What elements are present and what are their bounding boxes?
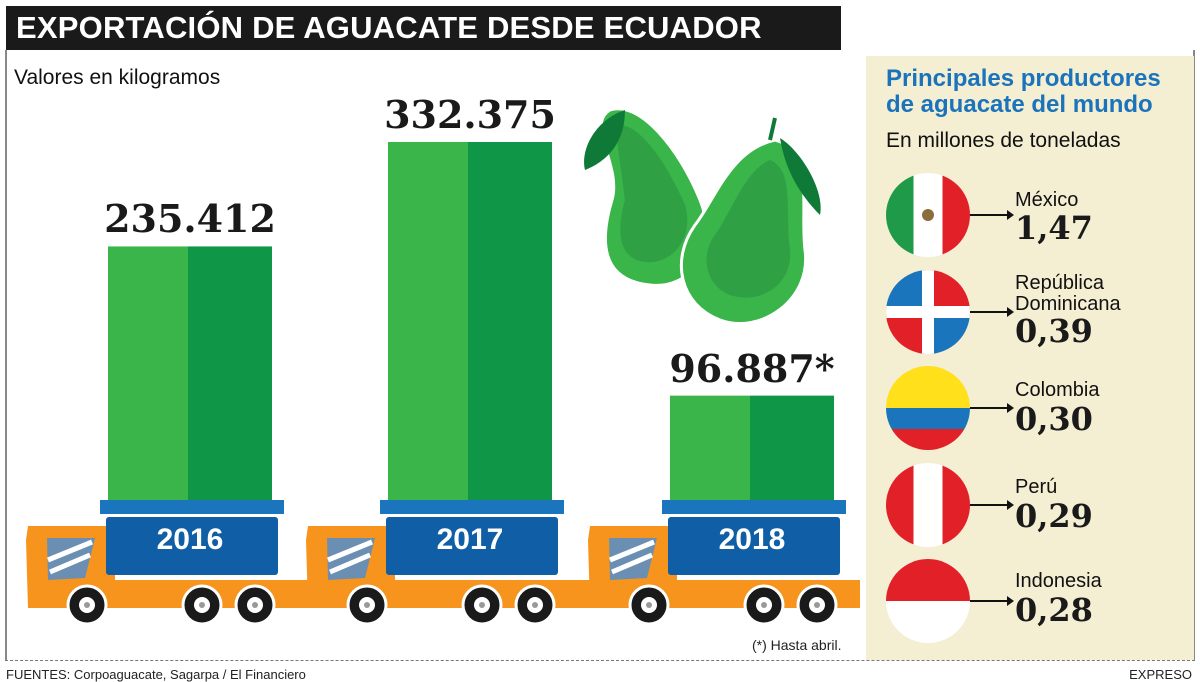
panel-title-line2: de aguacate del mundo [886, 91, 1153, 118]
producer-name: Colombia [1015, 379, 1100, 401]
panel-title: Principales productores de aguacate del … [886, 66, 1161, 118]
frame [5, 50, 1195, 660]
divider [5, 660, 1195, 661]
truck-box [106, 517, 278, 575]
producers-panel: Principales productores de aguacate del … [866, 56, 1194, 660]
producer-name: Indonesia [1015, 570, 1102, 592]
wheel-center-icon [364, 602, 370, 608]
producer-indonesia: Indonesia 0,28 [866, 559, 1194, 649]
wheel-center-icon [199, 602, 205, 608]
footnote: (*) Hasta abril. [752, 637, 842, 653]
name-line1: República [1015, 272, 1104, 294]
chart-svg [26, 107, 860, 626]
arrow-icon [970, 596, 1014, 606]
wheel-center-icon [761, 602, 767, 608]
producer-dominican-republic: República Dominicana 0,39 [866, 270, 1194, 360]
name-line2: Dominicana [1015, 293, 1121, 315]
bar-2016-light [108, 246, 188, 500]
bar-2018-dark [750, 395, 834, 500]
data-label: 235.412 [104, 196, 276, 242]
wheel-center-icon [84, 602, 90, 608]
panel-title-line1: Principales productores [886, 65, 1161, 92]
truck-lid [100, 500, 284, 514]
wheel-center-icon [532, 602, 538, 608]
wheel-center-icon [814, 602, 820, 608]
bar-2017-light [388, 142, 468, 500]
window-shine-icon [327, 539, 373, 575]
bar-2016-dark [188, 246, 272, 500]
category-label: 2016 [156, 523, 224, 556]
page-title: EXPORTACIÓN DE AGUACATE DESDE ECUADOR [6, 6, 841, 50]
panel-subtitle: En millones de toneladas [886, 129, 1121, 152]
bar-2017-dark [468, 142, 552, 500]
producer-name: República Dominicana [1015, 273, 1121, 315]
producer-value: 0,28 [1015, 591, 1093, 629]
colombia-flag-icon [886, 366, 970, 450]
producer-value: 0,30 [1015, 400, 1093, 438]
data-label: 332.375 [384, 92, 556, 137]
avocado-illustration [584, 107, 821, 325]
producer-peru: Perú 0,29 [866, 463, 1194, 553]
arrow-icon [970, 307, 1014, 317]
indonesia-flag-icon [886, 559, 970, 643]
window-shine-icon [609, 539, 655, 575]
producer-colombia: Colombia 0,30 [866, 366, 1194, 456]
producer-value: 1,47 [1015, 209, 1093, 247]
y-axis-label: Valores en kilogramos [14, 66, 221, 89]
wheel-center-icon [252, 602, 258, 608]
arrow-icon [970, 403, 1014, 413]
window-shine-icon [47, 539, 93, 575]
arrow-icon [970, 500, 1014, 510]
bar-2018-light [670, 395, 750, 500]
truck-lid [662, 500, 846, 514]
wheel-center-icon [479, 602, 485, 608]
producer-name: Perú [1015, 476, 1058, 498]
truck-box [386, 517, 558, 575]
category-label: 2018 [718, 523, 786, 556]
producer-value: 0,29 [1015, 497, 1093, 535]
peru-flag-icon [886, 463, 970, 547]
truck-lid [380, 500, 564, 514]
truck-box [668, 517, 840, 575]
dominican-republic-flag-icon [886, 270, 970, 354]
producer-value: 0,39 [1015, 312, 1093, 350]
mexico-flag-icon [886, 173, 970, 257]
category-label: 2017 [436, 523, 504, 556]
arrow-icon [970, 210, 1014, 220]
data-label: 96.887* [669, 345, 835, 391]
wheel-center-icon [646, 602, 652, 608]
producer-name: México [1015, 189, 1079, 211]
producer-mexico: México 1,47 [866, 173, 1194, 263]
